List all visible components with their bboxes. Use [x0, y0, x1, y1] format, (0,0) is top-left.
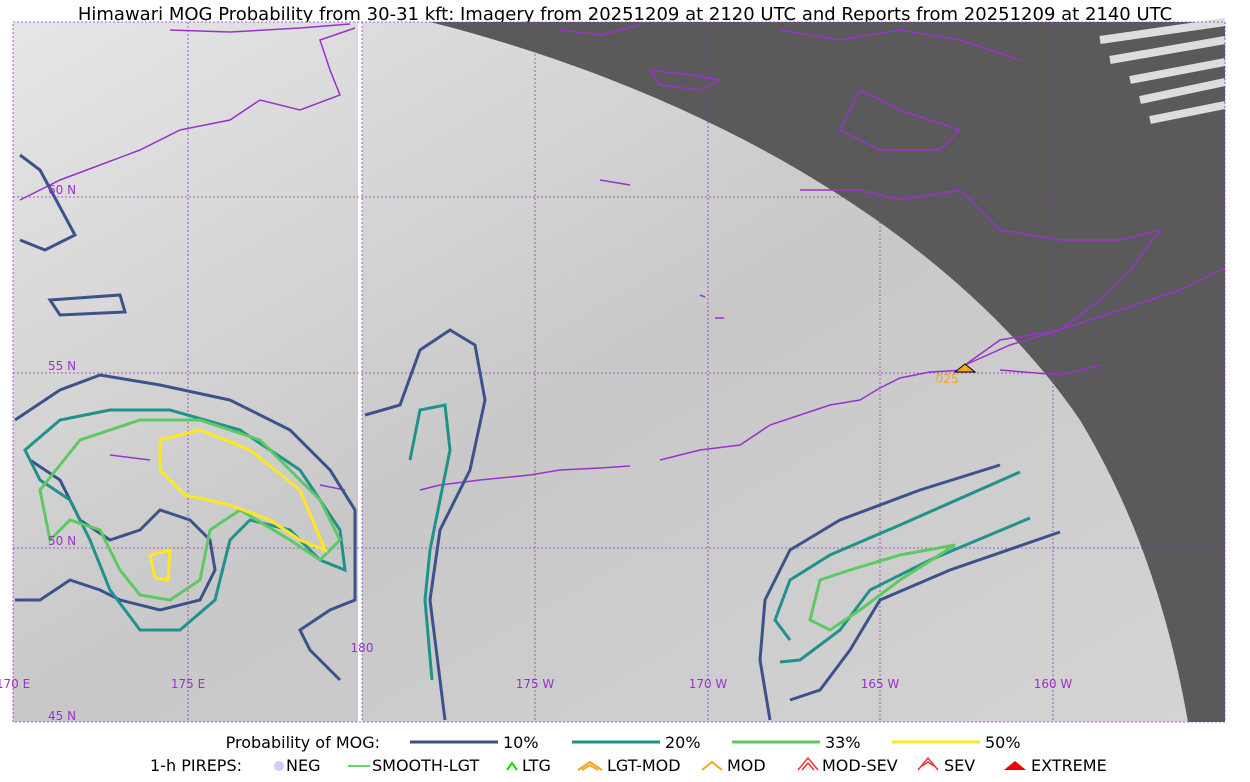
- legend-label: MOD-SEV: [822, 756, 898, 775]
- coastline: [559, 24, 724, 319]
- image-seam: [358, 22, 362, 722]
- legend-label: 10%: [503, 733, 539, 752]
- legend-label: MOD: [727, 756, 766, 775]
- contour-10: [14, 373, 357, 682]
- legend: Probability of MOG: 10% 20% 33% 50% 1-h …: [150, 733, 1107, 775]
- legend-label: LGT-MOD: [607, 756, 681, 775]
- lon-label: 175 E: [171, 677, 205, 691]
- coastlines: [19, 23, 1226, 491]
- legend-label: NEG: [286, 756, 320, 775]
- contour-20: [23, 403, 1031, 681]
- legend-title: Probability of MOG:: [226, 733, 380, 752]
- lat-label: 45 N: [48, 709, 76, 723]
- pirep-icon: [701, 760, 723, 771]
- pirep-icon: [274, 761, 284, 771]
- lon-label: 170 E: [0, 677, 30, 691]
- aleutians: [419, 369, 966, 491]
- legend-label: 20%: [665, 733, 701, 752]
- lat-label: 50 N: [48, 534, 76, 548]
- contour-10: [364, 328, 1061, 721]
- lat-label: 55 N: [48, 359, 76, 373]
- legend-title: 1-h PIREPS:: [150, 756, 242, 775]
- pirep-icon: [917, 756, 939, 771]
- pirep-marker: [953, 363, 977, 373]
- pirep-icon: [506, 761, 518, 771]
- legend-label: 50%: [985, 733, 1021, 752]
- lon-label: 175 W: [516, 677, 555, 691]
- lon-label: 170 W: [689, 677, 728, 691]
- lon-label: 180: [351, 641, 374, 655]
- coastline: [19, 23, 356, 201]
- grid: [12, 21, 1226, 723]
- title: Himawari MOG Probability from 30-31 kft:…: [78, 4, 1172, 25]
- pirep-icon: [577, 760, 603, 771]
- scan-artifact: [1099, 18, 1226, 124]
- pirep-icon: [1004, 761, 1026, 770]
- grid-labels: 60 N 55 N 50 N 45 N 170 E 175 E 180 175 W 170 W 1…: [0, 183, 1072, 723]
- pirep-icon: [797, 756, 819, 771]
- pirep-altitude: 025: [936, 372, 959, 386]
- contour-10: [19, 153, 127, 317]
- legend-label: 33%: [825, 733, 861, 752]
- legend-label: SEV: [944, 756, 975, 775]
- map-border: [12, 21, 1226, 723]
- lon-label: 165 W: [861, 677, 900, 691]
- contours: [14, 153, 1061, 721]
- legend-label: EXTREME: [1031, 756, 1107, 775]
- map: 025: [12, 18, 1226, 723]
- legend-label: SMOOTH-LGT: [372, 756, 479, 775]
- lon-label: 160 W: [1034, 677, 1073, 691]
- contour-50: [148, 428, 328, 582]
- lat-label: 60 N: [48, 183, 76, 197]
- coastline: [964, 267, 1226, 376]
- legend-label: LTG: [522, 756, 551, 775]
